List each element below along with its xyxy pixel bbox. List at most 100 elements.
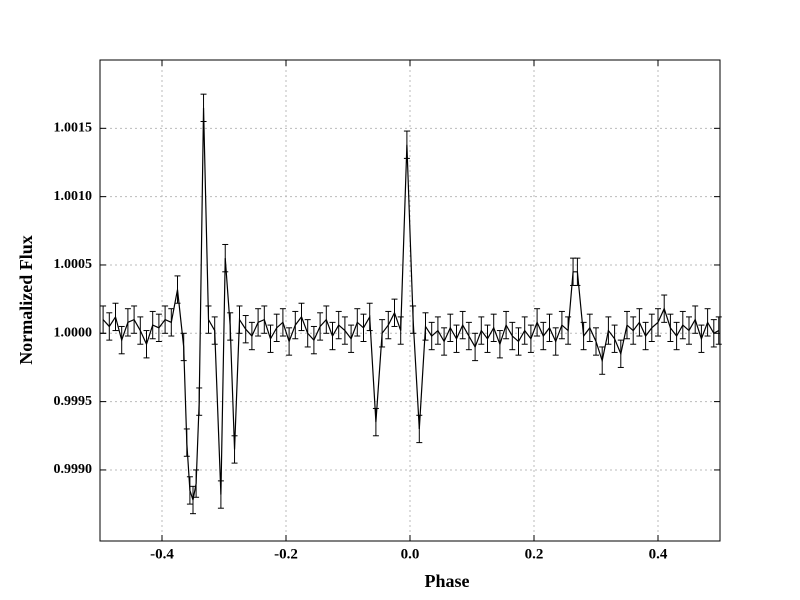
error-bar [580, 321, 587, 351]
error-bar [447, 313, 454, 342]
flux-line [102, 107, 720, 501]
error-bar [292, 310, 299, 340]
error-bar [673, 321, 680, 351]
error-bar [372, 407, 379, 437]
error-bar [149, 310, 156, 340]
x-tick-label: 0.4 [649, 546, 668, 562]
error-bar [379, 319, 386, 348]
y-tick-label: 0.9995 [54, 394, 93, 409]
error-bar [193, 469, 200, 498]
error-bar [329, 321, 336, 351]
error-bar [534, 308, 541, 337]
error-bar [648, 313, 655, 342]
error-bar [196, 387, 203, 416]
x-tick-label: 0.0 [401, 546, 420, 562]
error-bar [698, 324, 705, 353]
y-tick-label: 0.9990 [54, 462, 93, 477]
error-bar [715, 316, 722, 345]
x-tick-label: 0.2 [525, 546, 544, 562]
error-bar [255, 308, 262, 337]
error-bar [106, 312, 113, 341]
error-bar [180, 332, 187, 362]
error-bar [217, 480, 224, 509]
error-bar [599, 346, 606, 375]
error-bar [484, 324, 491, 353]
error-bar [586, 313, 593, 342]
y-tick-label: 1.0010 [54, 189, 93, 204]
x-tick-label: -0.4 [150, 546, 174, 562]
error-bar [397, 316, 404, 345]
error-bar [317, 312, 324, 341]
error-bar [341, 316, 348, 345]
error-bar [205, 305, 212, 334]
error-bar [222, 243, 229, 273]
error-bar [323, 305, 330, 334]
error-bar [679, 310, 686, 340]
error-bar [441, 327, 448, 356]
error-bar [642, 321, 649, 351]
error-bar [267, 324, 274, 353]
error-bar [624, 310, 630, 340]
error-bar [453, 324, 460, 353]
error-bar [655, 308, 661, 337]
error-bar [593, 327, 599, 356]
error-bar [190, 485, 196, 515]
error-bar [385, 310, 392, 340]
error-bar [465, 321, 472, 351]
error-bar [273, 313, 280, 342]
error-bar [667, 313, 674, 342]
error-bar [227, 312, 234, 341]
y-tick-label: 1.0015 [54, 121, 93, 136]
plot-frame [99, 59, 721, 542]
error-bar [605, 316, 612, 345]
error-bar [231, 435, 238, 464]
error-bar [509, 321, 516, 351]
error-bar [124, 308, 131, 337]
y-tick-label: 1.0005 [54, 257, 93, 272]
error-bar [286, 327, 293, 356]
error-bar [162, 305, 169, 334]
error-bar [686, 316, 692, 345]
error-bar [211, 316, 218, 345]
error-bar [710, 319, 717, 348]
error-bar [112, 302, 119, 332]
error-bar [310, 325, 317, 355]
error-bar [298, 302, 305, 332]
error-bar [391, 298, 398, 327]
error-bar [174, 275, 181, 304]
error-bar [540, 321, 547, 351]
error-bar [490, 313, 497, 342]
error-bar [692, 305, 699, 334]
error-bar [360, 313, 367, 342]
error-bar [611, 324, 618, 353]
error-bar [428, 321, 435, 351]
error-bar [574, 257, 581, 286]
error-bar [354, 308, 361, 337]
error-bar [515, 327, 522, 356]
error-bar [304, 319, 311, 348]
error-bar [137, 316, 144, 345]
error-bar [527, 324, 534, 353]
error-bar [521, 316, 528, 345]
error-bar [168, 308, 175, 337]
error-bar [261, 305, 268, 334]
error-bar [403, 130, 410, 159]
error-bar [118, 325, 125, 355]
error-bar [186, 476, 193, 505]
error-bar [183, 428, 190, 457]
y-axis-label: Normalized Flux [16, 235, 36, 364]
error-bar [242, 315, 249, 344]
error-bar [617, 339, 624, 368]
error-bar [565, 316, 572, 345]
error-bar [416, 414, 423, 444]
x-axis-label: Phase [425, 571, 470, 591]
error-bar [143, 330, 150, 359]
error-bar [248, 321, 255, 351]
error-bar [100, 305, 107, 334]
error-bar [472, 332, 479, 362]
error-bar [434, 316, 441, 345]
error-bar [279, 308, 286, 337]
error-bar [236, 305, 243, 334]
error-bar [366, 302, 373, 332]
